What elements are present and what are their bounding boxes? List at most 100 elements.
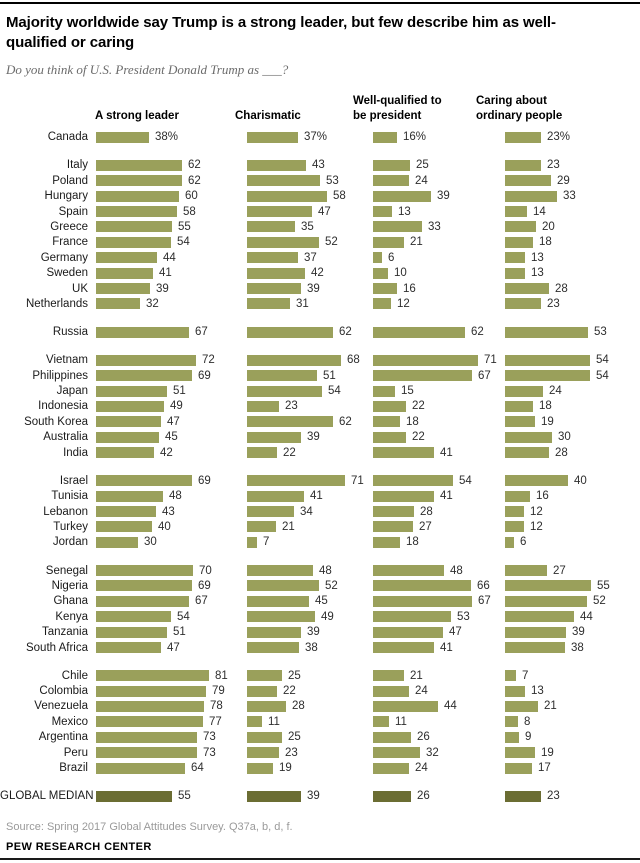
bar-cell: 22 <box>247 447 373 459</box>
bar-cell: 20 <box>505 221 640 233</box>
bar <box>505 626 566 638</box>
bar-cell: 12 <box>373 298 505 310</box>
country-group: Israel 69 71 54 40 Tunisia 48 41 41 16 Lebanon 43 34… <box>0 473 640 550</box>
country-label: France <box>52 236 88 249</box>
bar <box>247 475 345 487</box>
country-label: Australia <box>43 431 88 444</box>
bar <box>96 283 150 294</box>
bar-cell: 54 <box>505 370 640 382</box>
bar <box>96 565 193 577</box>
bar <box>247 447 277 459</box>
bar-cell: 71 <box>247 475 373 487</box>
bar-cell: 44 <box>505 611 640 623</box>
bar <box>96 370 192 382</box>
bar-cell: 47 <box>373 626 505 638</box>
value-label: 49 <box>321 610 334 623</box>
value-label: 58 <box>333 190 346 203</box>
value-label: 25 <box>288 669 301 682</box>
bar <box>247 236 319 248</box>
bar <box>247 298 290 310</box>
bar-cell: 28 <box>505 283 640 295</box>
bar-cell: 39 <box>96 283 247 295</box>
bar-cell: 39 <box>505 626 640 638</box>
bar <box>96 447 154 459</box>
bar <box>96 159 182 171</box>
bar-cell: 16% <box>373 131 505 143</box>
bar <box>373 447 434 459</box>
bar-cell: 22 <box>373 400 505 412</box>
bar-cell: 24 <box>505 385 640 397</box>
bar <box>96 236 171 248</box>
bar <box>505 400 533 412</box>
chart-row: India 42 22 41 28 <box>0 445 640 460</box>
bar <box>505 175 551 187</box>
bar <box>247 626 301 638</box>
bar-cell: 22 <box>247 685 373 697</box>
value-label: 37% <box>304 131 328 144</box>
bar-cell: 33 <box>373 221 505 233</box>
bar <box>373 236 404 248</box>
bar <box>373 521 413 533</box>
bar <box>96 206 177 218</box>
value-label: 42 <box>160 446 173 459</box>
bottom-divider <box>0 857 640 860</box>
value-label: 19 <box>541 415 554 428</box>
value-label: 23 <box>285 400 298 413</box>
bar <box>505 506 524 518</box>
bar <box>96 536 138 548</box>
value-label: 12 <box>397 297 410 310</box>
bar <box>96 475 192 487</box>
bar-cell: 70 <box>96 565 247 577</box>
bar-cell: 38 <box>505 642 640 654</box>
value-label: 43 <box>312 159 325 172</box>
bar-cell: 60 <box>96 190 247 202</box>
bar-cell: 55 <box>505 580 640 592</box>
bar <box>373 475 453 487</box>
bar-cell: 13 <box>505 685 640 697</box>
value-label: 47 <box>318 205 331 218</box>
chart-row: Sweden 41 42 10 13 <box>0 265 640 280</box>
bar <box>96 400 164 412</box>
bar <box>247 370 317 382</box>
chart-row: Tunisia 48 41 41 16 <box>0 489 640 504</box>
value-label: 14 <box>533 205 546 218</box>
bar-cell: 40 <box>505 475 640 487</box>
bar <box>373 431 406 443</box>
value-label: 18 <box>406 536 419 549</box>
bar-cell: 47 <box>96 416 247 428</box>
bar-cell: 51 <box>96 626 247 638</box>
bar-cell: 25 <box>247 731 373 743</box>
value-label: 39 <box>307 431 320 444</box>
value-label: 67 <box>478 595 491 608</box>
value-label: 19 <box>541 746 554 759</box>
bar-cell: 53 <box>247 175 373 187</box>
country-label: South Africa <box>25 641 88 654</box>
source-note: Source: Spring 2017 Global Attitudes Sur… <box>6 820 293 833</box>
bar <box>96 716 203 728</box>
bar-cell: 19 <box>247 762 373 774</box>
bar-cell: 26 <box>373 731 505 743</box>
value-label: 53 <box>326 174 339 187</box>
value-label: 23% <box>547 131 571 144</box>
bar <box>373 685 409 697</box>
bar-cell: 18 <box>505 236 640 248</box>
bar <box>96 700 204 712</box>
bar-cell: 72 <box>96 354 247 366</box>
country-group: Vietnam 72 68 71 54 Philippines 69 51 67 54 Japan 5… <box>0 353 640 461</box>
bar <box>247 416 333 428</box>
bar-cell: 11 <box>247 716 373 728</box>
value-label: 70 <box>199 564 212 577</box>
bar-cell: 51 <box>247 370 373 382</box>
bar-cell: 25 <box>373 159 505 171</box>
value-label: 23 <box>547 790 560 803</box>
bar <box>373 385 395 397</box>
country-label: Spain <box>58 205 88 218</box>
bar-cell: 38% <box>96 131 247 143</box>
bar-cell: 54 <box>96 236 247 248</box>
value-label: 54 <box>177 236 190 249</box>
value-label: 52 <box>325 579 338 592</box>
bar-cell: 14 <box>505 206 640 218</box>
bar <box>373 283 397 294</box>
column-headers: A strong leader Charismatic Well-qualified… <box>0 78 640 124</box>
value-label: 16% <box>403 131 427 144</box>
